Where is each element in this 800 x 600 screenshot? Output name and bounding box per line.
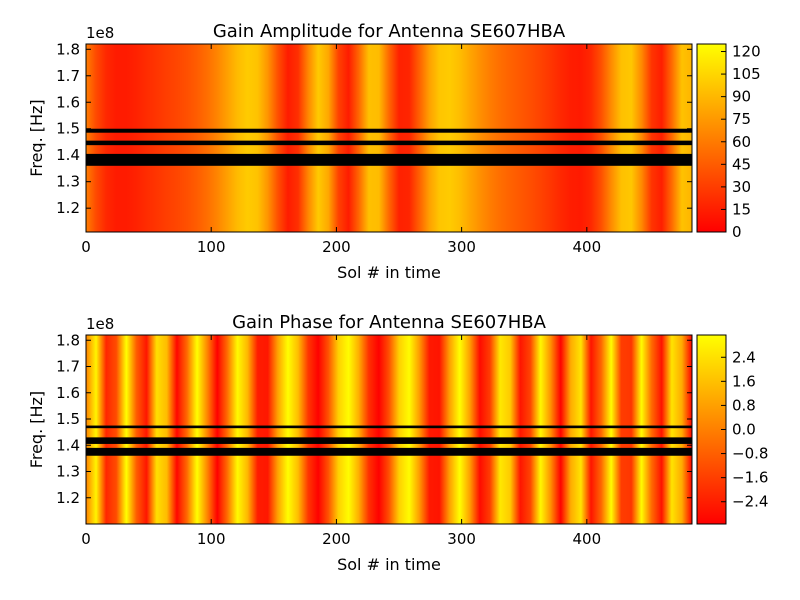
colorbar-tick-label: −0.8 bbox=[732, 445, 768, 463]
heatmap-image bbox=[86, 44, 692, 232]
colorbar-tick-label: 120 bbox=[732, 43, 761, 61]
x-tick-label: 300 bbox=[447, 530, 476, 548]
y-tick-label: 1.4 bbox=[56, 436, 80, 454]
flagged-band bbox=[86, 128, 692, 133]
x-tick-label: 100 bbox=[197, 238, 226, 256]
y-tick-label: 1.3 bbox=[56, 173, 80, 191]
y-offset-label: 1e8 bbox=[86, 24, 114, 42]
colorbar-tick-label: 1.6 bbox=[732, 372, 756, 390]
colorbar-tick-label: 15 bbox=[732, 200, 751, 218]
axes-frame bbox=[85, 334, 693, 525]
axes-frame bbox=[85, 43, 693, 233]
colorbar-tick-label: −2.4 bbox=[732, 493, 768, 511]
x-axis-label: Sol # in time bbox=[337, 263, 441, 282]
flagged-band bbox=[86, 447, 692, 456]
x-tick-label: 200 bbox=[322, 530, 351, 548]
colorbar-tick-label: −1.6 bbox=[732, 469, 768, 487]
flagged-band bbox=[86, 437, 692, 444]
heatmap-image bbox=[86, 335, 692, 524]
y-tick-label: 1.7 bbox=[56, 67, 80, 85]
x-tick-label: 0 bbox=[81, 530, 91, 548]
x-axis-label: Sol # in time bbox=[337, 555, 441, 574]
x-tick-label: 200 bbox=[322, 238, 351, 256]
colorbar-tick-label: 105 bbox=[732, 65, 761, 83]
flagged-band bbox=[86, 425, 692, 429]
y-tick-label: 1.5 bbox=[56, 410, 80, 428]
flagged-band bbox=[86, 153, 692, 166]
x-tick-label: 400 bbox=[573, 530, 602, 548]
phase-panel: 0 100 200 300 400 1.2 1.3 1.4 1.5 1.6 1.7 1.8 1e8 Gai… bbox=[27, 312, 768, 574]
chart-title: Gain Amplitude for Antenna SE607HBA bbox=[213, 21, 566, 42]
y-offset-label: 1e8 bbox=[86, 315, 114, 333]
y-tick-label: 1.4 bbox=[56, 146, 80, 164]
y-tick-label: 1.6 bbox=[56, 384, 80, 402]
colorbar-tick-label: 60 bbox=[732, 133, 751, 151]
y-tick-label: 1.7 bbox=[56, 358, 80, 376]
y-tick-label: 1.6 bbox=[56, 93, 80, 111]
x-tick-label: 0 bbox=[81, 238, 91, 256]
x-tick-label: 100 bbox=[197, 530, 226, 548]
y-tick-label: 1.8 bbox=[56, 40, 80, 58]
colorbar bbox=[697, 44, 726, 232]
colorbar-tick-label: 0.0 bbox=[732, 421, 756, 439]
colorbar-tick-label: 0 bbox=[732, 223, 742, 241]
x-tick-label: 300 bbox=[447, 238, 476, 256]
y-axis-label: Freq. [Hz] bbox=[27, 391, 46, 468]
y-tick-label: 1.2 bbox=[56, 489, 80, 507]
colorbar-tick-label: 0.8 bbox=[732, 396, 756, 414]
y-tick-label: 1.3 bbox=[56, 463, 80, 481]
colorbar-tick-label: 45 bbox=[732, 155, 751, 173]
colorbar-tick-label: 30 bbox=[732, 178, 751, 196]
colorbar-frame bbox=[696, 43, 727, 233]
colorbar-tick-label: 75 bbox=[732, 110, 751, 128]
y-tick-label: 1.2 bbox=[56, 199, 80, 217]
x-tick-label: 400 bbox=[573, 238, 602, 256]
chart-title: Gain Phase for Antenna SE607HBA bbox=[232, 312, 547, 333]
flagged-band bbox=[86, 140, 692, 146]
colorbar-tick-label: 90 bbox=[732, 88, 751, 106]
colorbar-tick-label: 2.4 bbox=[732, 348, 756, 366]
y-tick-label: 1.8 bbox=[56, 331, 80, 349]
y-tick-label: 1.5 bbox=[56, 120, 80, 138]
y-axis-label: Freq. [Hz] bbox=[27, 99, 46, 176]
